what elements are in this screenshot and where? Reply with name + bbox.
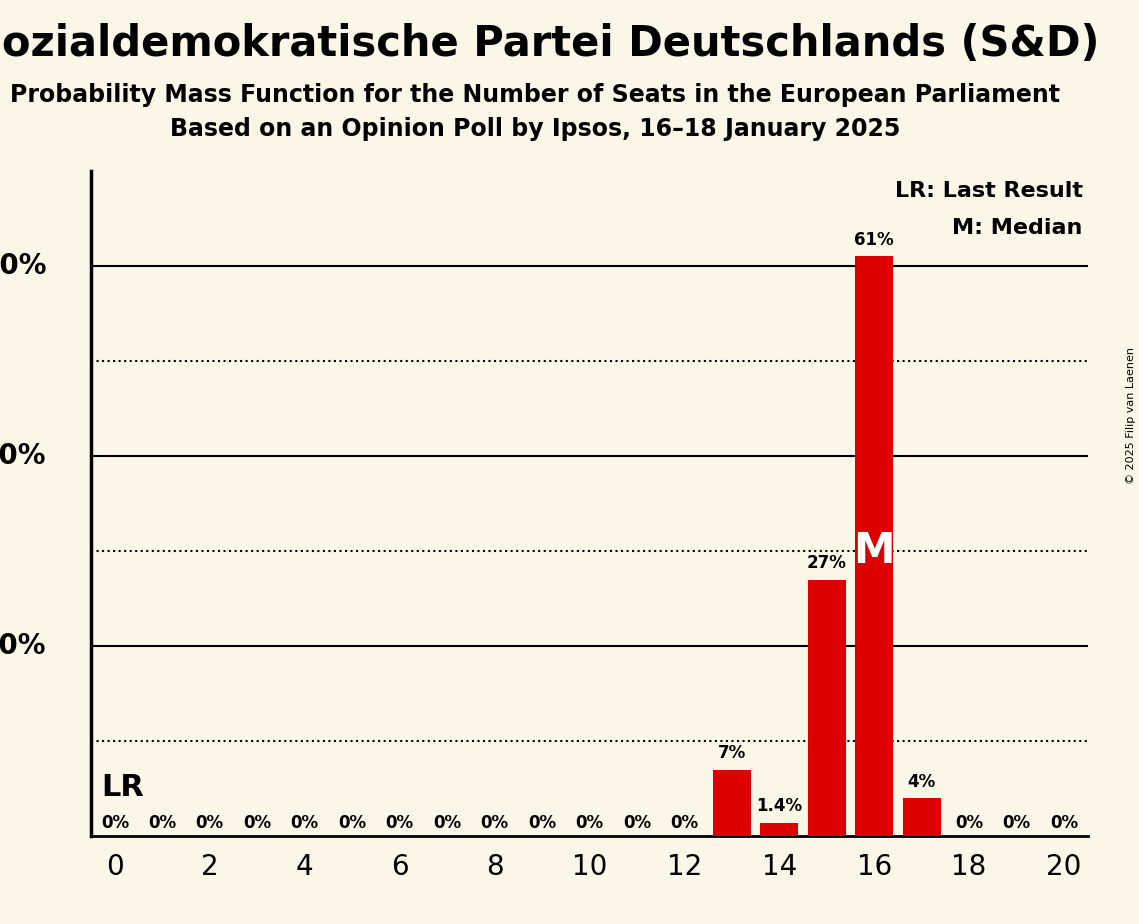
Text: Based on an Opinion Poll by Ipsos, 16–18 January 2025: Based on an Opinion Poll by Ipsos, 16–18… [170, 117, 901, 141]
Bar [855, 257, 893, 836]
Text: 0%: 0% [527, 814, 556, 833]
Text: 0%: 0% [100, 814, 129, 833]
Text: 0%: 0% [196, 814, 224, 833]
Text: 61%: 61% [854, 231, 894, 249]
Text: 7%: 7% [718, 744, 746, 762]
Text: 0%: 0% [148, 814, 177, 833]
Text: 0%: 0% [290, 814, 319, 833]
Text: 0%: 0% [243, 814, 271, 833]
Text: 60%: 60% [0, 252, 47, 280]
Bar [760, 823, 798, 836]
Bar [902, 798, 941, 836]
Text: 4%: 4% [908, 772, 936, 791]
Text: LR: Last Result: LR: Last Result [895, 181, 1083, 201]
Text: 0%: 0% [481, 814, 509, 833]
Text: M: Median: M: Median [952, 217, 1083, 237]
Text: 0%: 0% [575, 814, 604, 833]
Bar [713, 770, 751, 836]
Text: 0%: 0% [623, 814, 652, 833]
Text: M: M [853, 530, 895, 572]
Text: 0%: 0% [1002, 814, 1031, 833]
Text: 40%: 40% [0, 442, 47, 470]
Text: LR: LR [101, 773, 144, 802]
Text: 27%: 27% [806, 554, 846, 572]
Text: 0%: 0% [433, 814, 461, 833]
Text: 0%: 0% [1050, 814, 1079, 833]
Text: Sozialdemokratische Partei Deutschlands (S&D): Sozialdemokratische Partei Deutschlands … [0, 23, 1099, 65]
Text: 0%: 0% [670, 814, 698, 833]
Text: 20%: 20% [0, 632, 47, 660]
Text: Probability Mass Function for the Number of Seats in the European Parliament: Probability Mass Function for the Number… [10, 83, 1060, 107]
Text: © 2025 Filip van Laenen: © 2025 Filip van Laenen [1126, 347, 1136, 484]
Text: 1.4%: 1.4% [756, 797, 802, 815]
Text: 0%: 0% [385, 814, 413, 833]
Text: 0%: 0% [338, 814, 367, 833]
Text: 0%: 0% [954, 814, 983, 833]
Bar [808, 579, 845, 836]
